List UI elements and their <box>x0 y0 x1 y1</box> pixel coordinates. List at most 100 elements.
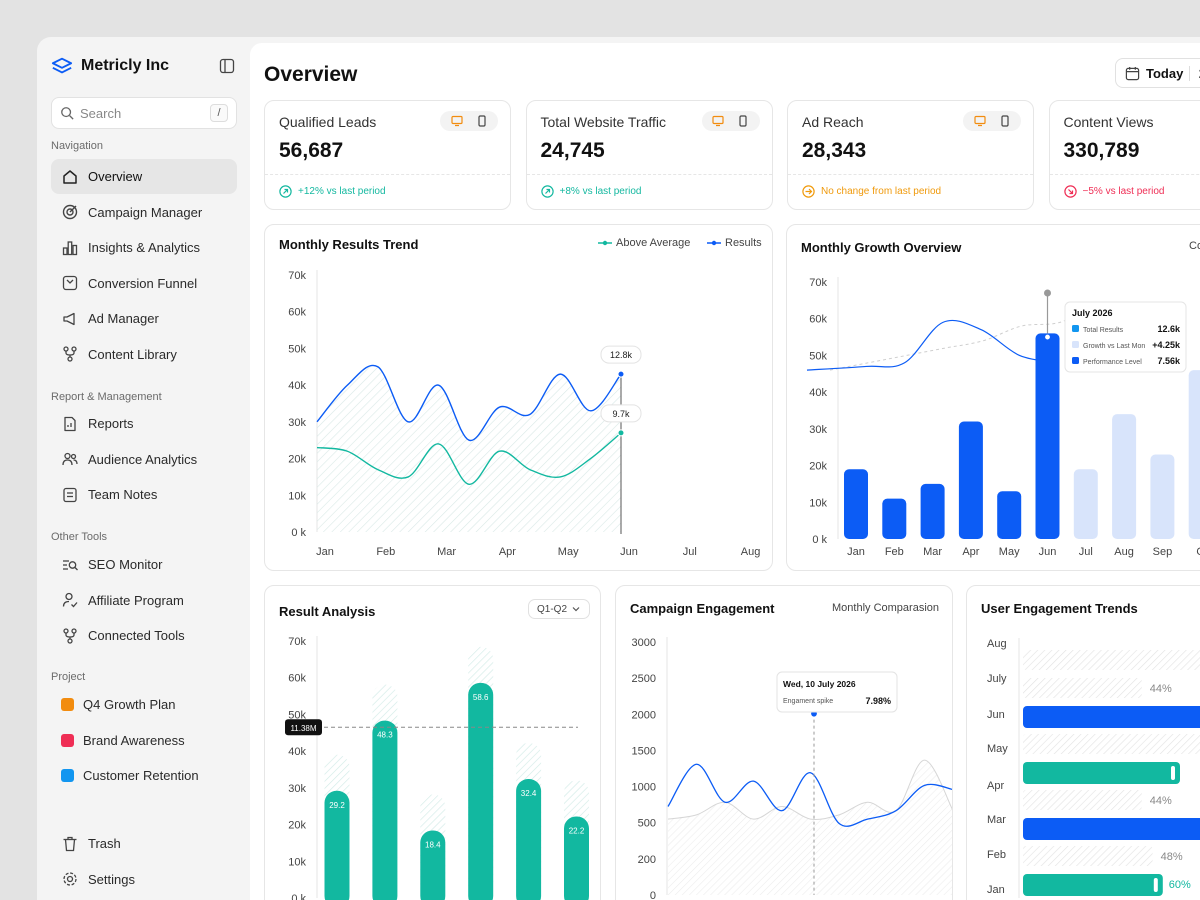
sidebar-item-campaign-manager[interactable]: Campaign Manager <box>51 195 237 230</box>
kpi-change: −5% vs last period <box>1063 185 1165 198</box>
mobile-icon[interactable] <box>999 115 1011 127</box>
sidebar-toggle-icon[interactable] <box>219 58 235 74</box>
sidebar-item-label: Audience Analytics <box>88 451 198 467</box>
y-tick-label: Jun <box>987 709 1005 721</box>
kpi-card: Total Website Traffic 24,745 +8% vs last p… <box>525 100 773 210</box>
comparison-line <box>667 759 952 820</box>
desktop-icon[interactable] <box>973 115 986 127</box>
x-tick-label: Sep <box>1153 546 1173 558</box>
affiliate-icon <box>62 592 78 608</box>
sidebar-item-team-notes[interactable]: Team Notes <box>51 477 237 512</box>
sidebar-item-seo-monitor[interactable]: SEO Monitor <box>51 547 237 582</box>
project-color-dot <box>61 698 74 711</box>
campaign-engagement-subtitle[interactable]: Monthly Comparasion <box>832 602 939 614</box>
x-tick-label: Jul <box>1079 546 1093 558</box>
y-tick-label: 70k <box>288 270 306 282</box>
engagement-bar-blue <box>1023 818 1200 840</box>
selected-point <box>1043 333 1052 341</box>
y-tick-label: 60k <box>288 307 306 319</box>
result-analysis-title: Result Analysis <box>279 604 376 619</box>
y-tick-label: 2500 <box>632 673 656 685</box>
kpi-change-label: −5% vs last period <box>1082 186 1165 197</box>
sidebar-project-label: Brand Awareness <box>83 732 185 748</box>
result-bar <box>372 720 398 900</box>
trash-icon <box>63 836 77 851</box>
legend-above-average[interactable]: Above Average <box>598 237 690 249</box>
bar-aug <box>1112 414 1137 539</box>
engagement-bar-label: 44% <box>1150 683 1172 695</box>
x-tick-label: Jan <box>847 546 865 558</box>
engagement-line <box>667 763 952 827</box>
users-icon <box>62 452 78 466</box>
sidebar-project-brand-awareness[interactable]: Brand Awareness <box>51 723 237 758</box>
sidebar-item-ad-manager[interactable]: Ad Manager <box>51 301 237 336</box>
mobile-icon[interactable] <box>737 115 749 127</box>
sidebar-item-insights-analytics[interactable]: Insights & Analytics <box>51 230 237 265</box>
tooltip-box <box>776 671 898 713</box>
bar-chart-icon <box>62 240 78 255</box>
device-toggle[interactable] <box>701 111 760 131</box>
sidebar-item-overview[interactable]: Overview <box>51 159 237 194</box>
sidebar-item-affiliate-program[interactable]: Affiliate Program <box>51 583 237 618</box>
engagement-bar-placeholder <box>1023 650 1200 670</box>
y-tick-label: 30k <box>288 783 306 795</box>
device-toggle[interactable] <box>963 111 1021 131</box>
result-bar <box>564 816 589 900</box>
y-tick-label: 70k <box>288 636 306 648</box>
result-bar-label: 18.4 <box>425 840 441 849</box>
bar-apr <box>958 421 983 539</box>
user-engagement-trends-chart: Aug July Jun May Apr Mar Feb Jan 44% 44% 48% 60% <box>987 638 1200 898</box>
sidebar-item-audience-analytics[interactable]: Audience Analytics <box>51 442 237 477</box>
date-picker-button[interactable]: Today 2 <box>1115 58 1200 88</box>
value-bubble <box>600 404 642 423</box>
funnel-icon <box>62 275 78 291</box>
sidebar-item-reports[interactable]: Reports <box>51 406 237 441</box>
legend-results-marker <box>707 240 721 246</box>
desktop-icon[interactable] <box>712 115 724 127</box>
kpi-change-label: +8% vs last period <box>559 186 642 197</box>
connect-icon <box>63 627 77 644</box>
sidebar-item-label: Reports <box>88 416 134 431</box>
y-tick-label: 50k <box>288 709 306 721</box>
home-icon <box>63 169 77 184</box>
sidebar-item-connected-tools[interactable]: Connected Tools <box>51 618 237 653</box>
campaign-engagement-title: Campaign Engagement <box>630 601 775 616</box>
sidebar-item-label: Conversion Funnel <box>88 275 198 291</box>
tooltip-row-value: 7.56k <box>1157 356 1181 366</box>
result-bar <box>468 682 494 900</box>
kpi-divider <box>1049 174 1200 175</box>
sidebar-project-customer-retention[interactable]: Customer Retention <box>51 758 237 793</box>
tooltip-title: July 2026 <box>1072 308 1113 318</box>
sidebar-item-settings[interactable]: Settings <box>51 862 237 897</box>
y-tick-label: 0 k <box>291 527 306 539</box>
desktop-icon[interactable] <box>450 115 463 127</box>
kpi-card: Ad Reach 28,343 No change from last period <box>787 100 1034 210</box>
legend-results[interactable]: Results <box>707 237 762 249</box>
sidebar: Metricly Inc Search / Navigation Overview… <box>37 37 249 900</box>
y-tick-label: 0 k <box>812 534 827 546</box>
report-icon <box>64 416 76 431</box>
brand-name: Metricly Inc <box>81 57 170 74</box>
x-tick-label: Jan <box>316 546 334 558</box>
search-input[interactable]: Search / <box>51 97 237 129</box>
brand[interactable]: Metricly Inc <box>51 55 169 77</box>
growth-extra-label[interactable]: Co <box>1189 240 1200 252</box>
y-tick-label: 3000 <box>632 637 656 649</box>
device-toggle[interactable] <box>440 111 498 131</box>
mobile-icon[interactable] <box>476 115 488 127</box>
y-tick-label: 1000 <box>632 782 656 794</box>
result-bar-label: 32.4 <box>521 789 537 798</box>
sidebar-item-trash[interactable]: Trash <box>51 826 237 861</box>
sidebar-item-content-library[interactable]: Content Library <box>51 337 237 372</box>
period-filter-dropdown[interactable]: Q1-Q2 <box>528 599 591 619</box>
y-tick-label: Mar <box>987 814 1006 826</box>
sidebar-item-conversion-funnel[interactable]: Conversion Funnel <box>51 266 237 301</box>
x-tick-label: Feb <box>376 546 395 558</box>
y-tick-label: 70k <box>809 277 827 289</box>
sidebar-project-q4-growth-plan[interactable]: Q4 Growth Plan <box>51 687 237 722</box>
result-bar-label: 22.2 <box>569 826 585 835</box>
y-tick-label: 0 k <box>291 893 306 900</box>
result-bar-label: 58.6 <box>473 693 489 702</box>
kpi-title: Qualified Leads <box>279 114 377 130</box>
